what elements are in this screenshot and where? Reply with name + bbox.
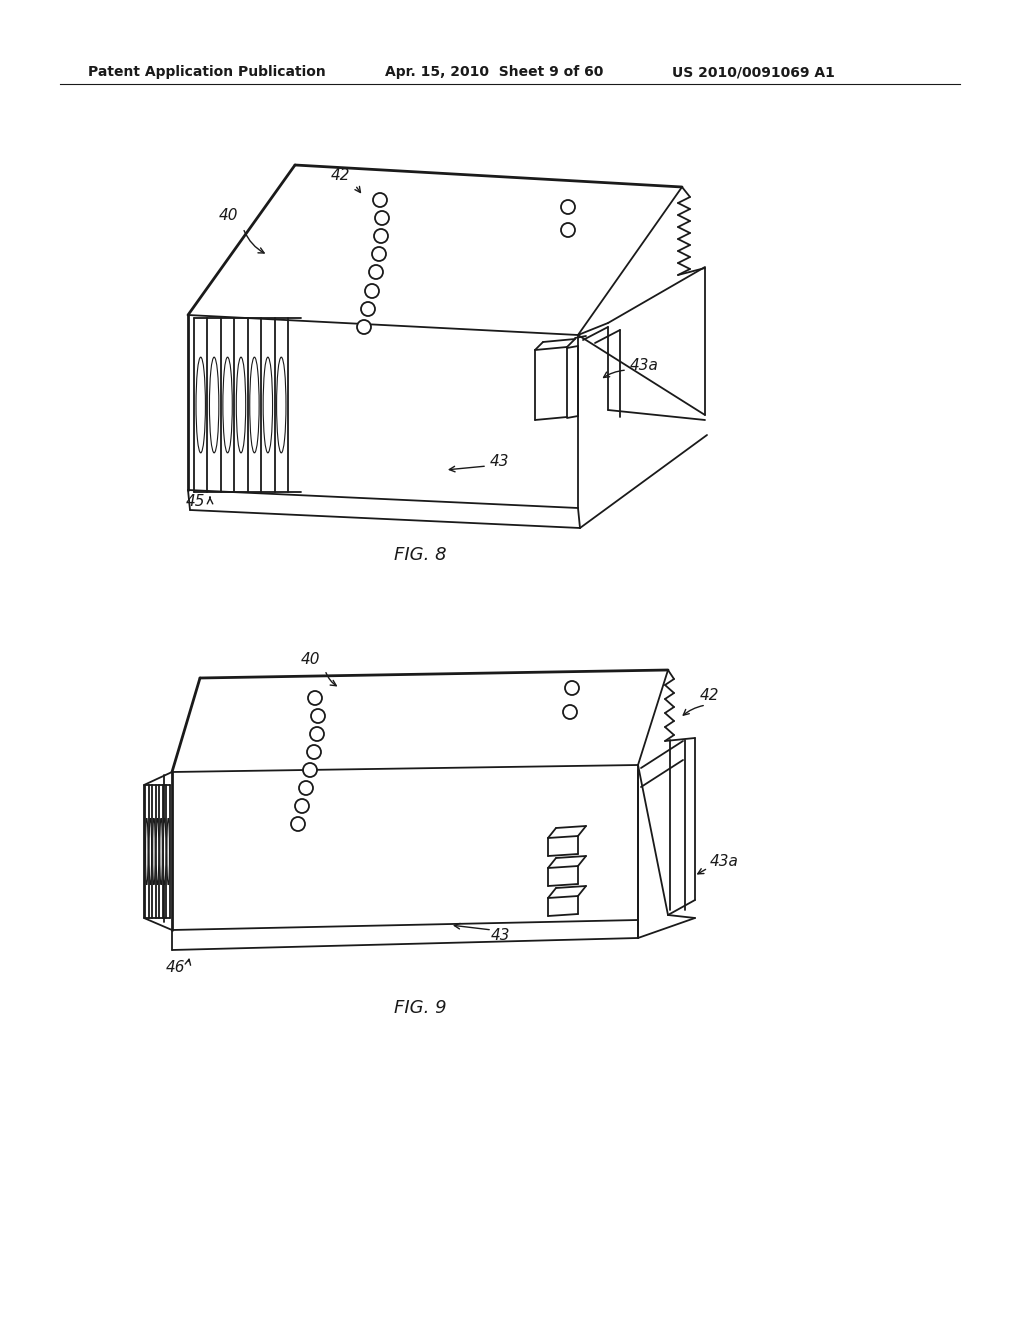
Ellipse shape — [167, 818, 169, 884]
Ellipse shape — [263, 358, 272, 453]
Circle shape — [565, 681, 579, 696]
Circle shape — [291, 817, 305, 832]
Circle shape — [303, 763, 317, 777]
Text: 45: 45 — [185, 495, 205, 510]
Circle shape — [308, 690, 322, 705]
Circle shape — [369, 265, 383, 279]
Ellipse shape — [145, 818, 148, 884]
Text: US 2010/0091069 A1: US 2010/0091069 A1 — [672, 65, 835, 79]
Ellipse shape — [196, 358, 206, 453]
Text: 43a: 43a — [630, 358, 658, 372]
Ellipse shape — [250, 358, 259, 453]
Ellipse shape — [153, 818, 156, 884]
Circle shape — [310, 727, 324, 741]
Circle shape — [295, 799, 309, 813]
Ellipse shape — [164, 818, 166, 884]
Ellipse shape — [210, 358, 219, 453]
Circle shape — [561, 201, 575, 214]
Text: 40: 40 — [218, 207, 238, 223]
Text: 40: 40 — [300, 652, 319, 668]
Circle shape — [307, 744, 321, 759]
Text: Apr. 15, 2010  Sheet 9 of 60: Apr. 15, 2010 Sheet 9 of 60 — [385, 65, 603, 79]
Ellipse shape — [223, 358, 232, 453]
Ellipse shape — [160, 818, 163, 884]
Text: 43: 43 — [490, 928, 510, 942]
Ellipse shape — [276, 358, 286, 453]
Text: 46: 46 — [165, 961, 184, 975]
Text: FIG. 8: FIG. 8 — [393, 546, 446, 564]
Text: 43: 43 — [490, 454, 510, 470]
Circle shape — [375, 211, 389, 224]
Circle shape — [365, 284, 379, 298]
Circle shape — [561, 223, 575, 238]
Circle shape — [563, 705, 577, 719]
Ellipse shape — [237, 358, 246, 453]
Circle shape — [299, 781, 313, 795]
Text: 43a: 43a — [710, 854, 739, 870]
Circle shape — [361, 302, 375, 315]
Ellipse shape — [150, 818, 152, 884]
Circle shape — [374, 228, 388, 243]
Text: Patent Application Publication: Patent Application Publication — [88, 65, 326, 79]
Text: FIG. 9: FIG. 9 — [393, 999, 446, 1016]
Circle shape — [357, 319, 371, 334]
Ellipse shape — [157, 818, 159, 884]
Circle shape — [372, 247, 386, 261]
Text: 42: 42 — [331, 168, 350, 182]
Circle shape — [373, 193, 387, 207]
Text: 42: 42 — [700, 688, 720, 702]
Circle shape — [311, 709, 325, 723]
